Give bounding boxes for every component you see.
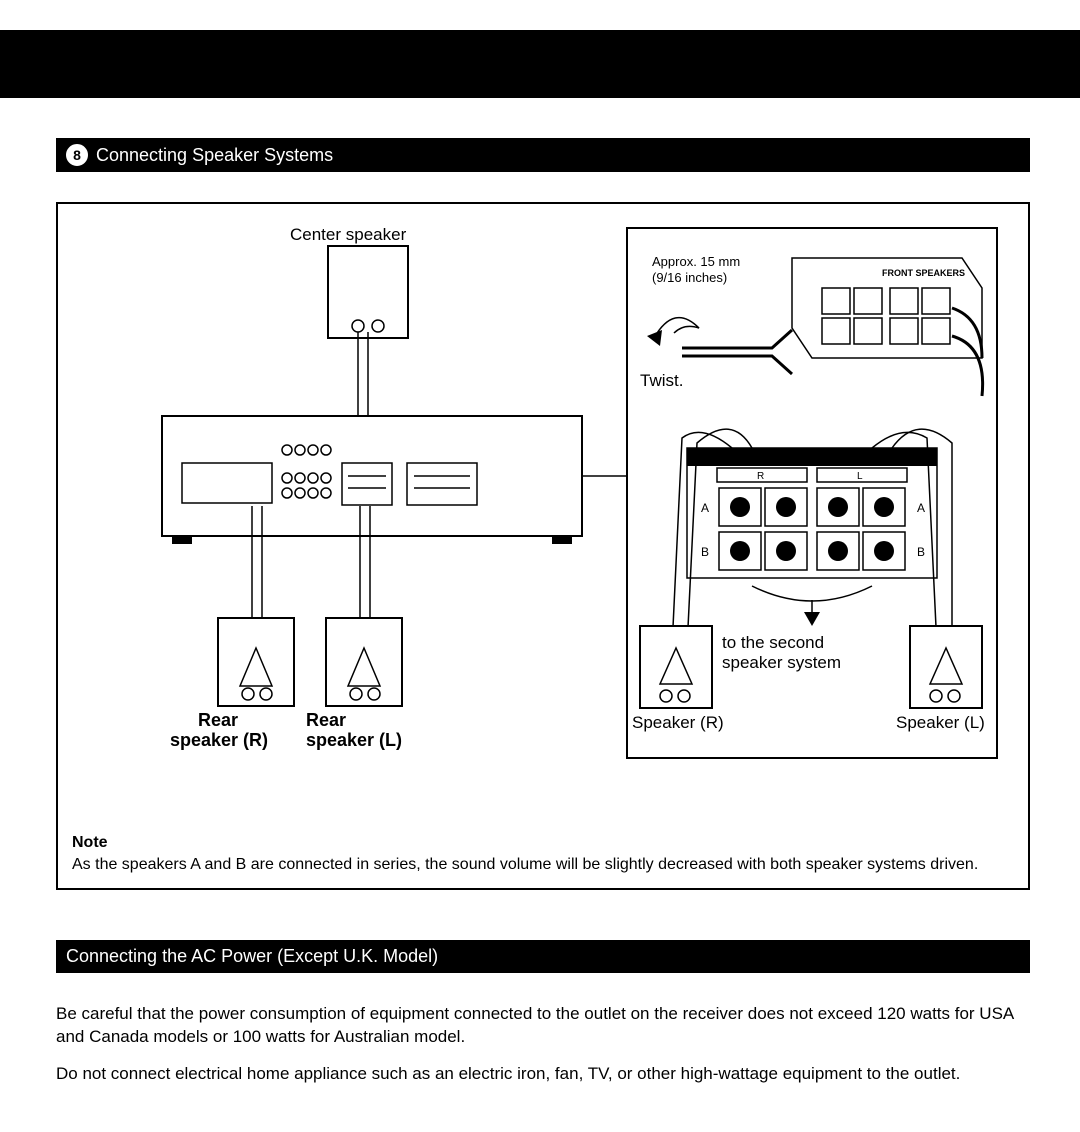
approx-a: Approx. 15 mm — [652, 254, 740, 269]
to-second-b: speaker system — [722, 653, 841, 672]
approx-b: (9/16 inches) — [652, 270, 727, 285]
term-a-left: A — [701, 501, 709, 515]
term-a-right: A — [917, 501, 925, 515]
note-text: As the speakers A and B are connected in… — [72, 856, 1014, 874]
speaker-diagram-frame: Center speaker — [56, 202, 1030, 890]
note-title: Note — [72, 834, 1014, 852]
rear-l-label-a: Rear — [306, 710, 346, 730]
page-body: 8 Connecting Speaker Systems Center spea… — [0, 138, 1080, 1086]
center-speaker-label: Center speaker — [290, 225, 407, 244]
diagram-note: Note As the speakers A and B are connect… — [72, 834, 1014, 874]
section-2-title: Connecting the AC Power (Except U.K. Mod… — [66, 946, 438, 967]
ac-power-p2: Do not connect electrical home appliance… — [56, 1063, 1030, 1086]
section-1-title: Connecting Speaker Systems — [96, 145, 333, 166]
rear-r-label-b: speaker (R) — [170, 730, 268, 750]
twist-label: Twist. — [640, 371, 683, 390]
term-l: L — [857, 471, 863, 482]
term-b-left: B — [701, 545, 709, 559]
front-speakers-small: FRONT SPEAKERS — [882, 268, 965, 278]
inset-speaker-r: Speaker (R) — [632, 713, 724, 732]
section-1-header: 8 Connecting Speaker Systems — [56, 138, 1030, 172]
section-number-badge: 8 — [66, 144, 88, 166]
inset-speaker-l: Speaker (L) — [896, 713, 985, 732]
speaker-diagram-svg: Center speaker — [72, 218, 1012, 808]
rear-r-label-a: Rear — [198, 710, 238, 730]
term-r: R — [757, 471, 764, 482]
top-black-band — [0, 30, 1080, 98]
to-second-a: to the second — [722, 633, 824, 652]
ac-power-p1: Be careful that the power consumption of… — [56, 1003, 1030, 1049]
front-speakers-large: FRONT SPEAKERS — [767, 452, 868, 464]
section-2-header: Connecting the AC Power (Except U.K. Mod… — [56, 940, 1030, 973]
term-b-right: B — [917, 545, 925, 559]
rear-l-label-b: speaker (L) — [306, 730, 402, 750]
